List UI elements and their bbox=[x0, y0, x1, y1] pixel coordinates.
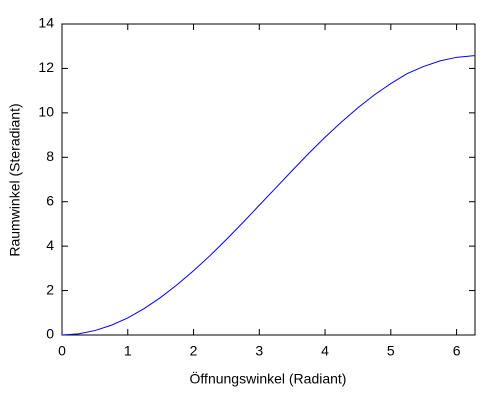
x-axis-label: Öffnungswinkel (Radiant) bbox=[190, 370, 347, 387]
y-tick-label: 4 bbox=[46, 237, 54, 253]
y-tick-label: 2 bbox=[46, 281, 54, 297]
x-tick-label: 1 bbox=[124, 343, 132, 359]
x-tick-label: 6 bbox=[453, 343, 461, 359]
x-tick-label: 5 bbox=[387, 343, 395, 359]
y-tick-label: 10 bbox=[38, 104, 54, 120]
y-axis-label: Raumwinkel (Steradiant) bbox=[7, 103, 23, 256]
y-tick-label: 8 bbox=[46, 148, 54, 164]
x-tick-label: 0 bbox=[58, 343, 66, 359]
x-tick-label: 4 bbox=[321, 343, 329, 359]
x-tick-label: 3 bbox=[255, 343, 263, 359]
plot-frame bbox=[61, 23, 476, 336]
x-tick-label: 2 bbox=[190, 343, 198, 359]
y-tick-label: 0 bbox=[46, 326, 54, 342]
data-line bbox=[61, 55, 475, 336]
y-tick-label: 6 bbox=[46, 192, 54, 208]
y-tick-label: 14 bbox=[38, 15, 54, 31]
y-tick-label: 12 bbox=[38, 59, 54, 75]
